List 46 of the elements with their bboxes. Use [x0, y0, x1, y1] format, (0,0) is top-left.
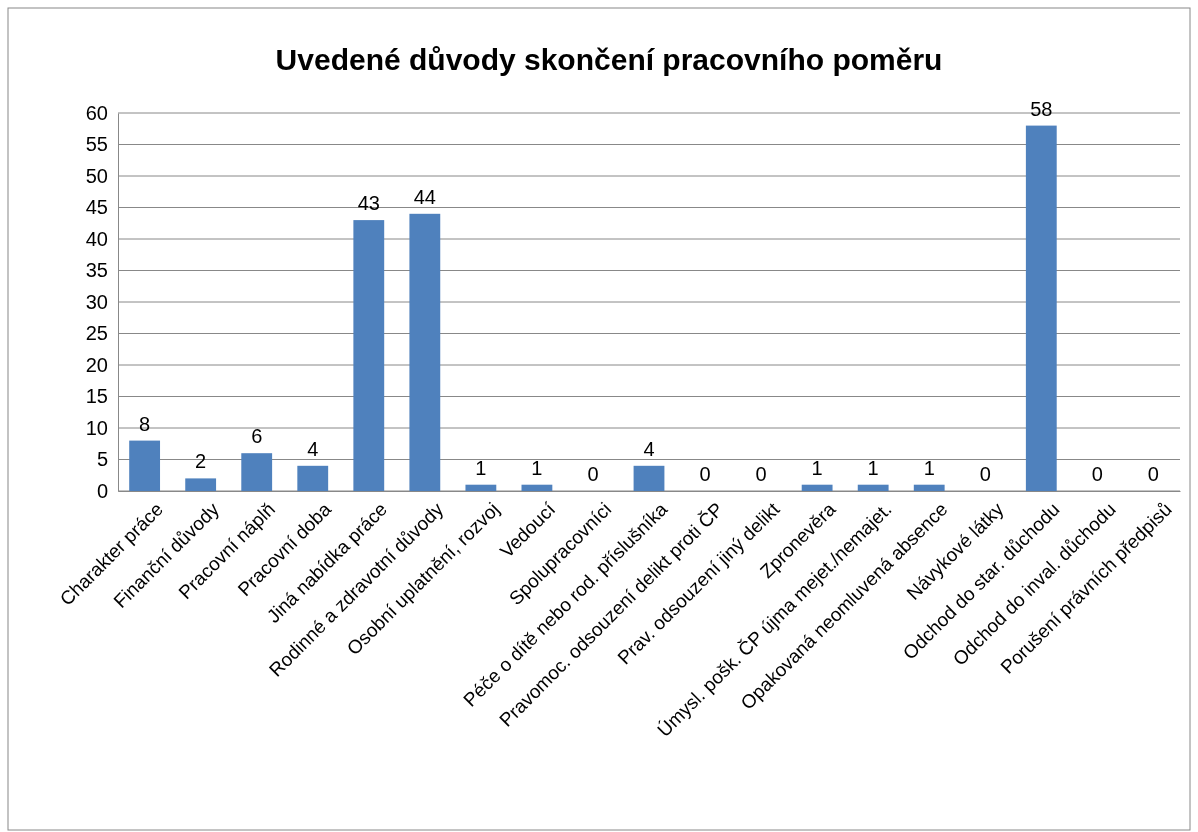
y-tick-label: 15: [85, 385, 108, 408]
y-tick-label: 10: [85, 416, 108, 439]
data-label: 1: [475, 456, 487, 479]
data-label: 44: [413, 185, 436, 208]
data-label: 0: [699, 463, 711, 485]
data-label: 4: [307, 437, 319, 460]
bar: [465, 484, 497, 491]
data-label: 0: [979, 463, 991, 485]
data-label: 1: [531, 456, 543, 479]
y-tick-label: 60: [85, 101, 108, 124]
y-tick-label: 20: [85, 353, 108, 376]
data-label: 43: [357, 192, 380, 215]
data-label: 6: [251, 425, 263, 448]
y-tick-label: 55: [85, 133, 108, 156]
y-tick-label: 30: [85, 290, 108, 313]
y-tick-label: 5: [96, 448, 108, 471]
data-label: 0: [1091, 463, 1103, 485]
bar: [1025, 125, 1057, 491]
y-tick-label: 45: [85, 196, 108, 219]
bar: [633, 465, 665, 491]
y-tick-label: 35: [85, 259, 108, 282]
bar: [521, 484, 553, 491]
y-tick-label: 40: [85, 227, 108, 250]
data-label: 1: [811, 456, 823, 479]
data-label: 8: [139, 412, 151, 435]
bar: [857, 484, 889, 491]
bar: [185, 478, 217, 491]
data-label: 1: [867, 456, 879, 479]
bar: [409, 213, 441, 491]
chart-title: Uvedené důvody skončení pracovního poměru: [275, 43, 943, 76]
y-tick-label: 25: [85, 322, 108, 345]
y-tick-label: 50: [85, 164, 108, 187]
bar: [353, 220, 385, 491]
data-label: 0: [1147, 463, 1159, 485]
data-label: 4: [643, 437, 655, 460]
bar: [297, 465, 329, 491]
bar: [241, 453, 273, 491]
bar: [913, 484, 945, 491]
bar: [129, 440, 161, 491]
data-label: 1: [923, 456, 935, 479]
bar: [801, 484, 833, 491]
data-label: 58: [1030, 97, 1053, 120]
data-label: 0: [587, 463, 599, 485]
y-tick-label: 0: [96, 479, 108, 502]
data-label: 0: [755, 463, 767, 485]
data-label: 2: [195, 450, 207, 473]
